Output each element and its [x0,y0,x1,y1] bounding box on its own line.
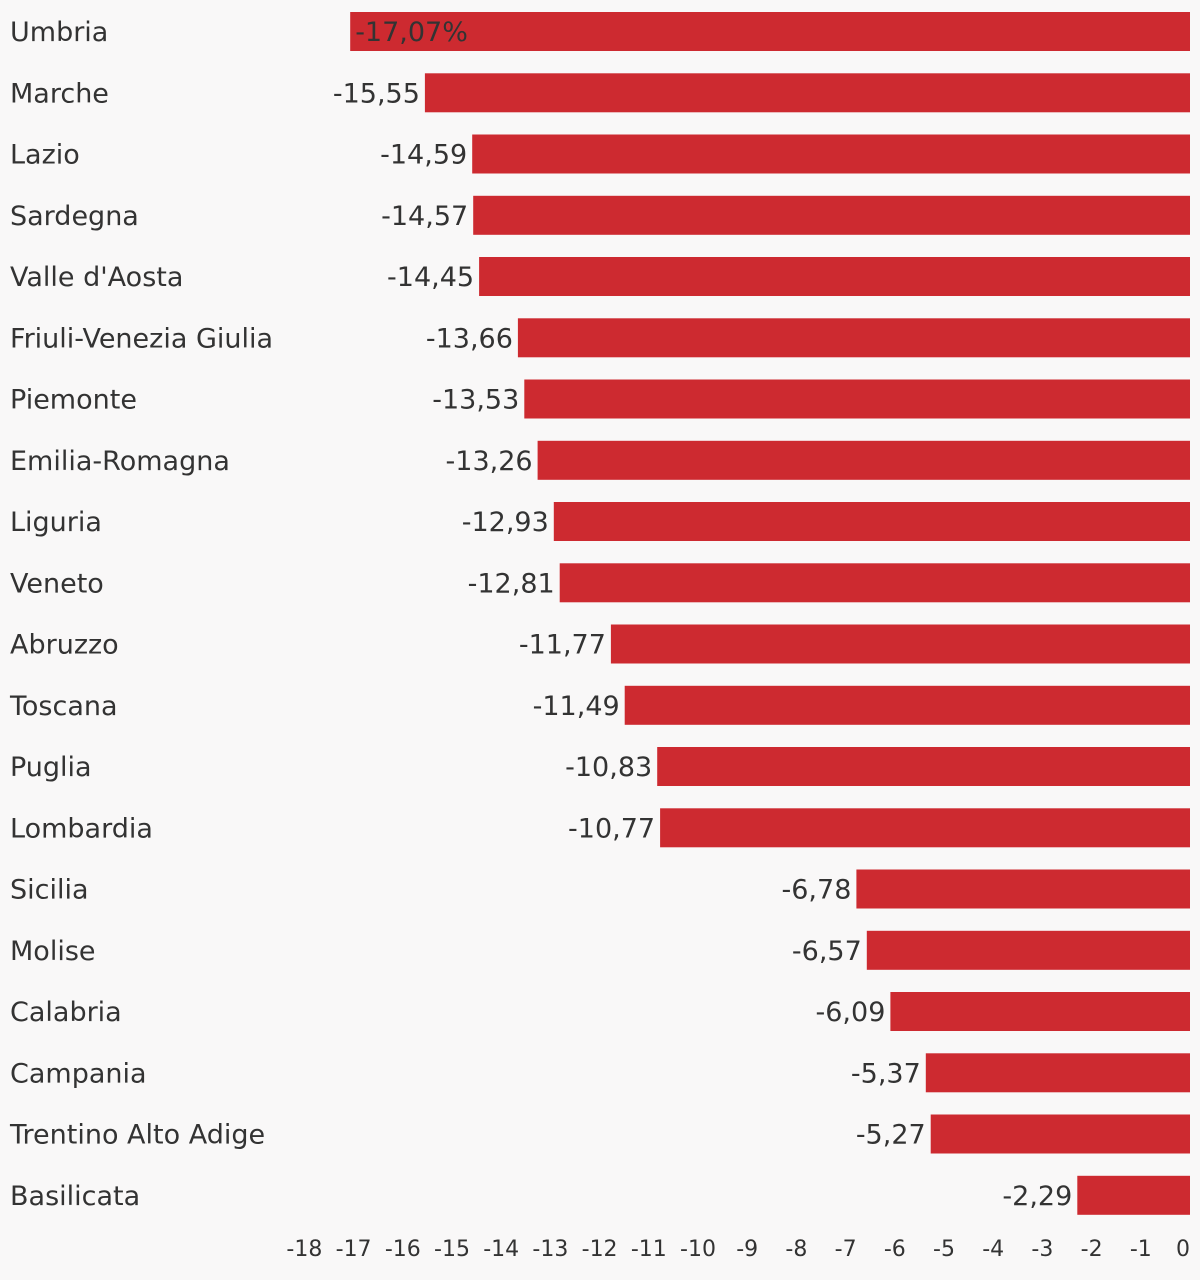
category-label: Umbria [10,17,108,48]
value-label: -17,07% [355,17,468,48]
category-labels: Umbria Marche Lazio Sardegna Valle d'Aosta Fr… [9,17,273,1212]
bar [660,808,1190,848]
x-tick-label: -14 [483,1237,519,1262]
category-label: Calabria [10,997,122,1028]
value-label: -14,57 [381,201,468,232]
bar [473,195,1190,235]
x-tick-label: -10 [680,1237,716,1262]
category-label: Campania [10,1058,147,1089]
category-label: Toscana [9,691,118,722]
value-label: -2,29 [1002,1181,1072,1212]
bar [930,1114,1190,1154]
category-label: Emilia-Romagna [10,446,230,477]
category-label: Trentino Alto Adige [9,1120,265,1151]
x-tick-label: -11 [631,1237,667,1262]
bars-layer [350,12,1191,1215]
x-axis-ticks: -18 -17 -16 -15 -14 -13 -12 -11 -10 -9 -8 -7 -6 -5 -4-… [286,1237,1190,1262]
x-tick-label: -7 [835,1237,857,1262]
value-label: -6,09 [816,997,886,1028]
bar [517,318,1190,358]
bar [424,73,1190,113]
value-label: -13,53 [432,385,519,416]
category-label: Abruzzo [10,630,119,661]
value-label: -10,77 [568,813,655,844]
category-label: Lazio [10,140,80,171]
x-tick-label: -6 [884,1237,906,1262]
x-tick-label: -12 [582,1237,618,1262]
value-label: -13,66 [426,323,513,354]
category-label: Valle d'Aosta [10,262,183,293]
x-tick-label: -13 [532,1237,568,1262]
x-tick-label: -17 [336,1237,372,1262]
bar [657,747,1190,786]
x-tick-label: -15 [434,1237,470,1262]
category-label: Sicilia [10,875,89,906]
value-label: -13,26 [446,446,533,477]
bar [350,12,1190,51]
x-tick-label: -2 [1081,1237,1103,1262]
category-label: Friuli-Venezia Giulia [10,323,273,354]
bar [479,257,1191,296]
value-label: -5,27 [856,1120,926,1151]
x-tick-label: -3 [1031,1237,1053,1262]
bar [524,379,1190,419]
value-label: -11,49 [533,691,620,722]
x-tick-label: -16 [385,1237,421,1262]
x-tick-label: -9 [736,1237,758,1262]
bar [866,930,1190,970]
bar [559,563,1190,603]
value-label: -6,78 [782,875,852,906]
bar [890,992,1190,1031]
x-tick-label: -1 [1130,1237,1152,1262]
value-labels: -17,07% -15,55 -14,59 -14,57 -14,45 -13,66 -13… [333,17,1072,1212]
value-label: -15,55 [333,78,420,109]
bar [472,134,1190,174]
category-label: Molise [10,936,96,967]
category-label: Liguria [10,507,102,538]
value-label: -14,45 [387,262,474,293]
value-label: -14,59 [380,140,467,171]
bar [553,502,1190,541]
x-tick-label: -18 [286,1237,322,1262]
category-label: Sardegna [10,201,139,232]
bar [537,440,1190,480]
category-label: Veneto [10,568,104,599]
value-label: -12,93 [462,507,549,538]
value-label: -6,57 [792,936,862,967]
value-label: -5,37 [851,1058,921,1089]
bar [624,685,1190,725]
x-tick-label: 0 [1176,1237,1190,1262]
value-label: -10,83 [565,752,652,783]
value-label: -11,77 [519,630,606,661]
category-label: Basilicata [10,1181,140,1212]
x-tick-label: -5 [933,1237,955,1262]
bar [1077,1175,1190,1215]
category-label: Marche [10,78,109,109]
category-label: Puglia [10,752,92,783]
category-label: Piemonte [10,385,137,416]
x-tick-label: -8 [785,1237,807,1262]
value-label: -12,81 [468,568,555,599]
category-label: Lombardia [10,813,153,844]
bar [925,1053,1190,1093]
bar [856,869,1190,909]
bar [610,624,1190,664]
x-tick-label: -4 [982,1237,1004,1262]
